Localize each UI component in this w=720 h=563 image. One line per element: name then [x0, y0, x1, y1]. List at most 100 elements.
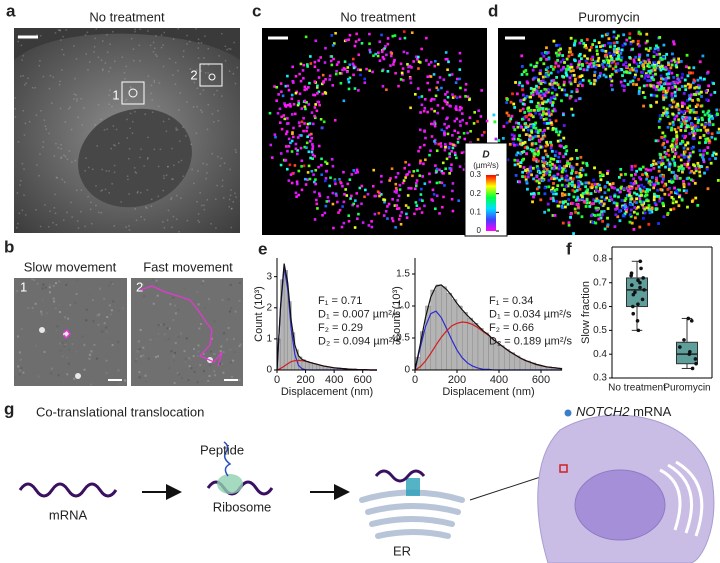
track	[295, 75, 298, 78]
track	[623, 79, 626, 82]
track	[330, 55, 333, 58]
track	[431, 135, 434, 138]
track	[614, 65, 617, 68]
speckle	[56, 224, 58, 226]
track	[286, 150, 289, 153]
speckle	[134, 29, 136, 31]
track	[338, 178, 341, 181]
speckle	[42, 287, 44, 289]
speckle	[193, 348, 195, 350]
speckle	[188, 312, 190, 314]
track	[682, 168, 685, 171]
track	[538, 95, 541, 98]
track	[695, 86, 698, 89]
track	[454, 120, 457, 123]
speckle	[26, 351, 28, 353]
track	[325, 170, 328, 173]
track	[587, 65, 590, 68]
track	[568, 193, 571, 196]
track	[354, 87, 357, 90]
track	[372, 185, 375, 188]
track	[696, 103, 699, 106]
track	[527, 106, 530, 109]
track	[653, 55, 656, 58]
speckle	[17, 365, 19, 367]
track	[344, 188, 347, 191]
track	[518, 134, 521, 137]
speckle	[122, 307, 124, 309]
track	[673, 118, 676, 121]
track	[442, 162, 445, 165]
track	[681, 85, 684, 88]
speckle	[153, 51, 155, 53]
track	[705, 140, 708, 143]
track	[301, 120, 304, 123]
track	[708, 123, 711, 126]
speckle	[230, 284, 232, 286]
track	[700, 123, 703, 126]
fit-annotation: D₂ = 0.094 µm²/s	[318, 335, 402, 347]
track	[535, 65, 538, 68]
speckle	[32, 87, 34, 89]
track	[565, 149, 568, 152]
track	[704, 114, 707, 117]
track	[403, 179, 406, 182]
track	[395, 191, 398, 194]
speckle	[88, 167, 90, 169]
track	[520, 126, 523, 129]
track	[577, 64, 580, 67]
speckle	[215, 227, 217, 229]
track	[342, 171, 345, 174]
speckle	[39, 153, 41, 155]
speckle	[45, 287, 47, 289]
track	[452, 147, 455, 150]
speckle	[233, 42, 235, 44]
track	[546, 66, 549, 69]
track	[566, 179, 569, 182]
track	[627, 83, 630, 86]
speckle	[139, 60, 141, 62]
speckle	[52, 222, 54, 224]
track	[430, 123, 433, 126]
track	[553, 40, 556, 43]
track	[536, 62, 539, 65]
track	[542, 79, 545, 82]
track	[561, 54, 564, 57]
track	[583, 55, 586, 58]
track	[614, 195, 617, 198]
track	[685, 65, 688, 68]
x-tick-label: 600	[532, 374, 550, 386]
track	[549, 170, 552, 173]
track	[346, 70, 349, 73]
track	[455, 81, 458, 84]
speckle	[147, 157, 149, 159]
speckle	[164, 339, 166, 341]
track	[294, 164, 297, 167]
track	[285, 145, 288, 148]
track	[583, 200, 586, 203]
track	[557, 205, 560, 208]
track	[529, 96, 532, 99]
bar	[499, 346, 504, 370]
track	[599, 175, 602, 178]
track	[599, 45, 602, 48]
track	[493, 114, 496, 117]
track	[537, 102, 540, 105]
speckle	[196, 106, 198, 108]
speckle	[197, 355, 199, 357]
track	[406, 52, 409, 55]
track	[671, 82, 674, 85]
track	[525, 180, 528, 183]
track	[612, 67, 615, 70]
track	[577, 181, 580, 184]
track	[677, 126, 680, 129]
track	[619, 190, 622, 193]
speckle	[98, 104, 100, 106]
data-point	[682, 338, 686, 342]
speckle	[63, 154, 65, 156]
track	[419, 162, 422, 165]
track	[525, 115, 528, 118]
track	[398, 194, 401, 197]
track	[495, 138, 498, 141]
track	[274, 133, 277, 136]
